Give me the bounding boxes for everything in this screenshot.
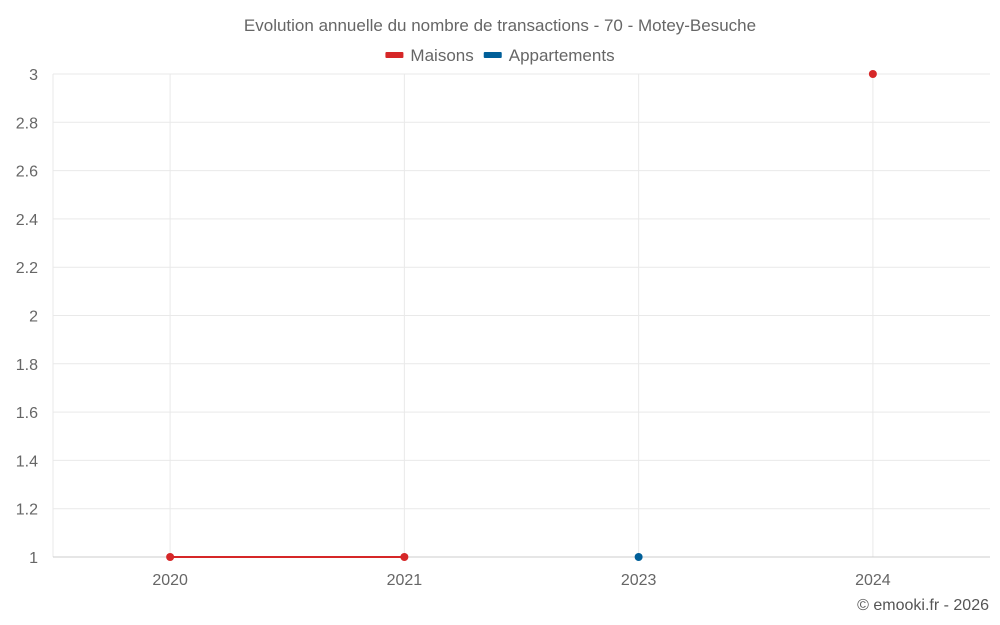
chart-title: Evolution annuelle du nombre de transact… bbox=[244, 16, 756, 35]
y-tick-label: 2.2 bbox=[16, 260, 38, 277]
y-tick-label: 2 bbox=[29, 309, 38, 326]
y-tick-label: 1.2 bbox=[16, 502, 38, 519]
footer-credit: © emooki.fr - 2026 bbox=[857, 597, 989, 614]
y-gridlines bbox=[53, 73, 990, 510]
x-tick-label: 2020 bbox=[152, 572, 188, 589]
data-point[interactable] bbox=[634, 553, 643, 561]
series-appartements bbox=[634, 553, 643, 561]
y-tick-label: 2.4 bbox=[16, 212, 38, 229]
y-tick-label: 2.8 bbox=[16, 115, 38, 132]
chart-series bbox=[166, 70, 877, 561]
legend-swatch bbox=[483, 52, 502, 58]
x-tick-label: 2021 bbox=[387, 572, 423, 589]
data-point[interactable] bbox=[868, 70, 877, 78]
legend-label: Maisons bbox=[410, 46, 473, 65]
legend-item-appartements[interactable]: Appartements bbox=[483, 46, 615, 65]
data-point[interactable] bbox=[400, 553, 409, 561]
y-tick-label: 2.6 bbox=[16, 164, 38, 181]
y-tick-label: 1.6 bbox=[16, 405, 38, 422]
x-tick-label: 2024 bbox=[855, 572, 891, 589]
legend-swatch bbox=[385, 52, 404, 58]
x-tick-label: 2023 bbox=[621, 572, 657, 589]
y-tick-label: 1.4 bbox=[16, 453, 38, 470]
legend-label: Appartements bbox=[509, 46, 615, 65]
series-maisons bbox=[166, 70, 877, 561]
y-tick-label: 1.8 bbox=[16, 357, 38, 374]
y-tick-label: 3 bbox=[29, 67, 38, 84]
chart-legend: Maisons Appartements bbox=[385, 46, 615, 65]
x-axis-ticks: 2020 2021 2023 2024 bbox=[152, 572, 890, 589]
y-axis-ticks: 1 1.2 1.4 1.6 1.8 2 2.2 2.4 2.6 2.8 3 bbox=[16, 67, 38, 567]
data-point[interactable] bbox=[166, 553, 175, 561]
y-tick-label: 1 bbox=[29, 550, 38, 567]
legend-item-maisons[interactable]: Maisons bbox=[385, 46, 474, 65]
